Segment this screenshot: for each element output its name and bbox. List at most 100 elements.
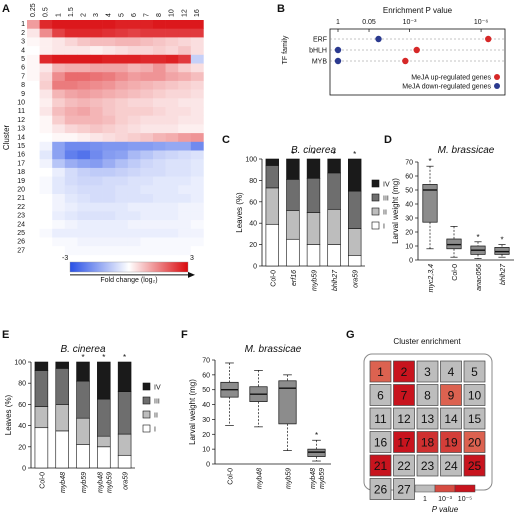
bar-segment xyxy=(265,158,279,166)
legend-label: III xyxy=(154,399,160,406)
heatmap-cell xyxy=(52,20,66,29)
cluster-cell-label: 12 xyxy=(397,412,411,426)
legend-label: MeJA down-regulated genes xyxy=(402,84,491,91)
heatmap-cell xyxy=(178,141,192,151)
panel-e-stacked-bars: B. cinerea 0 20 40 60 80 100 Leaves (%) Col-0 myb… xyxy=(4,344,161,493)
chart-title: B. cinerea xyxy=(291,145,336,156)
x-tick-label: 12 xyxy=(181,9,188,17)
heatmap-cell xyxy=(178,220,192,230)
enrichment-point xyxy=(375,35,382,43)
heatmap-cell xyxy=(64,89,78,99)
panel-a-heatmap: 0.25 0.5 1 1.5 2 3 4 5 6 7 8 10 12 161234567891011121… xyxy=(2,3,204,284)
heatmap-cell xyxy=(178,20,192,29)
x-tick-label: Col-0 xyxy=(452,264,459,281)
heatmap-cell xyxy=(127,115,141,125)
cluster-cell xyxy=(393,478,415,500)
heatmap-cell xyxy=(27,98,40,108)
heatmap-cell xyxy=(115,133,129,143)
heatmap-cell xyxy=(77,246,91,256)
heatmap-cell xyxy=(90,37,103,47)
heatmap-cell xyxy=(102,150,116,160)
bar-segment xyxy=(76,380,90,419)
heatmap-cell xyxy=(64,237,78,247)
bar-segment xyxy=(327,208,341,245)
heatmap-cell xyxy=(153,211,166,221)
heatmap-cell xyxy=(127,89,141,99)
cluster-cell xyxy=(416,360,439,383)
heatmap-cell xyxy=(165,202,179,212)
significance-star: * xyxy=(476,233,479,242)
heatmap-cell xyxy=(77,98,91,108)
heatmap-cell xyxy=(115,176,129,186)
heatmap-cell xyxy=(39,176,53,186)
heatmap-cell xyxy=(27,89,40,99)
heatmap-cell xyxy=(102,98,116,108)
x-tick-label: bhlh27 xyxy=(332,269,339,291)
heatmap-cell xyxy=(178,159,192,169)
heatmap-cell xyxy=(178,228,192,238)
heatmap-cell xyxy=(39,54,53,64)
cluster-cell xyxy=(463,360,486,383)
bar-segment xyxy=(265,187,279,225)
heatmap-cell xyxy=(39,80,53,90)
heatmap-cell xyxy=(52,167,66,177)
heatmap-cell xyxy=(165,150,179,160)
heatmap-cell xyxy=(178,133,192,143)
y-tick-label: 21 xyxy=(17,195,25,202)
heatmap-cell xyxy=(90,246,103,256)
heatmap-cell xyxy=(39,124,53,134)
heatmap-cell xyxy=(52,141,66,151)
y-tick-label: 10 xyxy=(202,447,210,454)
heatmap-cell xyxy=(165,46,179,56)
heatmap-cell xyxy=(153,194,166,203)
colorbar xyxy=(69,261,189,273)
heatmap-cell xyxy=(90,167,103,177)
heatmap-cell xyxy=(140,80,154,90)
y-tick-label: 40 xyxy=(249,221,257,228)
legend-label: IV xyxy=(383,182,390,189)
x-tick-label: myb48 xyxy=(257,468,264,489)
x-tick-label: myb59 xyxy=(286,468,293,489)
bar-segment xyxy=(327,158,341,174)
y-axis-label: Leaves (%) xyxy=(4,394,13,435)
panel-c-stacked-bars: B. cinerea 0 20 40 60 80 100 Leaves (%) Col-0 * er… xyxy=(235,145,390,291)
heatmap-cell xyxy=(27,202,40,212)
cluster-cell xyxy=(416,407,439,430)
x-tick-label: 0.5 xyxy=(43,7,50,17)
box xyxy=(446,238,462,250)
heatmap-cell xyxy=(52,246,66,256)
heatmap-cell xyxy=(165,28,179,38)
heatmap-cell xyxy=(64,150,78,160)
category-label: ERF xyxy=(313,37,327,44)
heatmap-cell xyxy=(190,63,204,73)
heatmap-cell xyxy=(165,20,179,29)
heatmap-cell xyxy=(52,211,66,221)
cluster-cell-label: 26 xyxy=(374,483,388,497)
heatmap-cell xyxy=(102,194,116,203)
bar-segment xyxy=(117,433,132,456)
cluster-cell xyxy=(369,478,392,500)
heatmap-cell xyxy=(90,28,103,38)
legend-swatch xyxy=(371,193,380,202)
heatmap-cell xyxy=(39,167,53,177)
heatmap-cell xyxy=(102,159,116,169)
heatmap-cell xyxy=(190,20,204,29)
heatmap-cell xyxy=(102,28,116,38)
heatmap-cell xyxy=(102,185,116,195)
heatmap-cell xyxy=(39,211,53,221)
heatmap-cell xyxy=(115,54,129,64)
heatmap-cell xyxy=(115,89,129,99)
heatmap-cell xyxy=(27,107,40,116)
x-tick-label: 7 xyxy=(144,13,151,17)
x-tick-label: 0.05 xyxy=(362,19,376,26)
panel-label-a: A xyxy=(2,3,10,15)
heatmap-cell xyxy=(27,133,40,143)
y-tick-label: 100 xyxy=(14,360,26,367)
cluster-cell xyxy=(440,384,462,406)
heatmap-cell xyxy=(64,141,78,151)
heatmap-cell xyxy=(190,228,204,238)
y-tick-label: 14 xyxy=(17,134,25,141)
heatmap-cell xyxy=(90,220,103,230)
y-tick-label: 18 xyxy=(17,169,25,176)
heatmap-cell xyxy=(90,159,103,169)
